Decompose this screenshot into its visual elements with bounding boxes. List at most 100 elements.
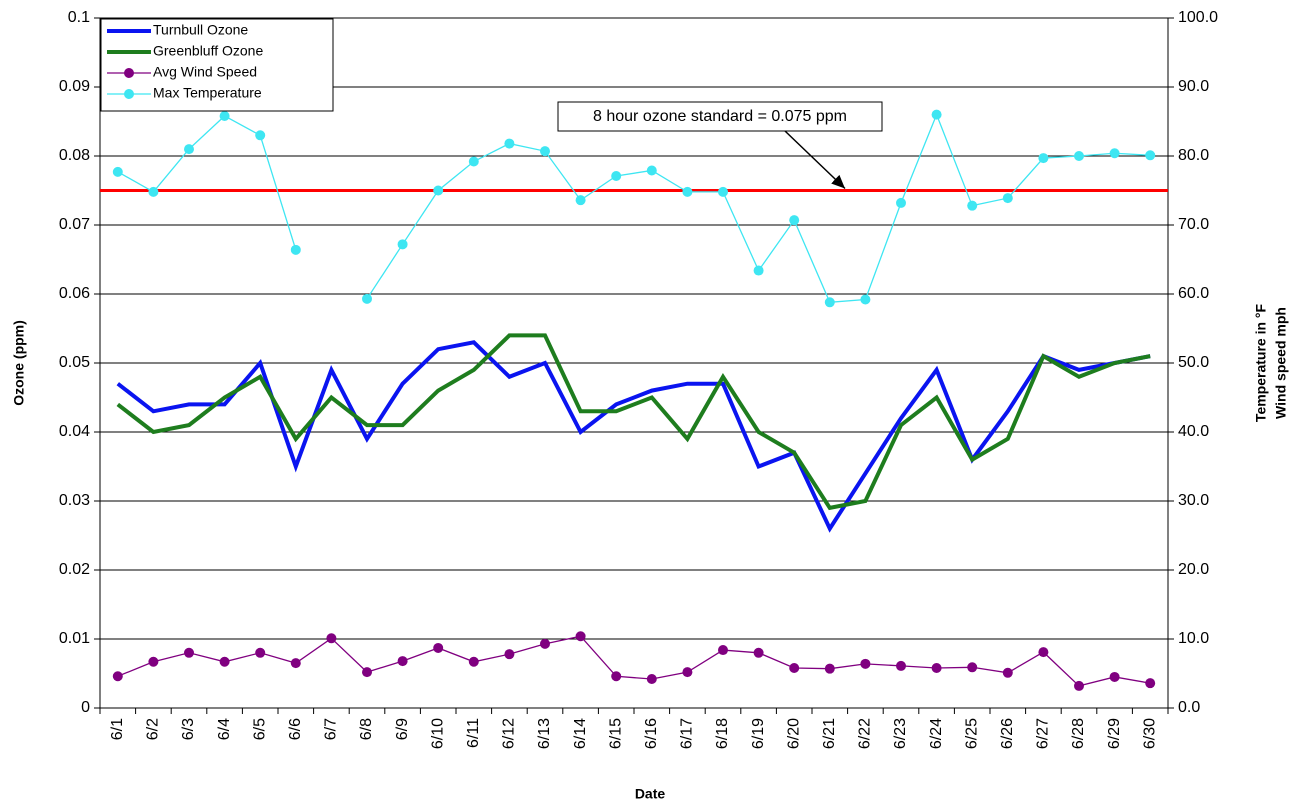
series-line [117,112,1151,303]
data-point [184,144,194,155]
data-point [1109,148,1120,159]
data-point [219,110,230,121]
y-tick-label: 0.04 [59,423,90,440]
series-line [116,340,1151,533]
x-tick-label: 6/26 [999,718,1016,749]
x-tick-label: 6/5 [251,718,268,740]
x-tick-label: 6/8 [358,718,375,740]
x-tick-label: 6/21 [821,718,838,749]
data-point [112,166,123,177]
legend-label: Greenbluff Ozone [153,43,263,59]
data-point [148,656,159,667]
x-tick-label: 6/10 [429,718,446,749]
x-axis-title: Date [635,786,666,802]
x-tick-label: 6/24 [928,718,945,749]
y2-tick-label: 80.0 [1178,147,1209,164]
x-tick-label: 6/6 [287,718,304,740]
data-point [646,165,657,176]
y2-axis-title: Wind speed mph [1273,307,1289,419]
data-point [1038,647,1049,658]
data-point [290,658,301,669]
x-tick-label: 6/7 [323,718,340,740]
data-point [860,658,871,669]
data-point [504,138,515,149]
x-tick-label: 6/28 [1070,718,1087,749]
data-point [896,197,906,208]
x-tick-label: 6/25 [963,718,980,749]
y-axis-title: Ozone (ppm) [11,320,27,406]
data-point [967,200,978,211]
x-tick-label: 6/19 [750,718,767,749]
y-tick-label: 0.02 [59,561,90,578]
y-tick-label: 0.06 [59,285,90,302]
annotation-text: 8 hour ozone standard = 0.075 ppm [593,108,847,125]
data-point [1074,680,1084,691]
data-point [611,671,622,682]
x-tick-label: 6/17 [679,718,696,749]
y-tick-label: 0 [81,699,90,716]
legend-label: Avg Wind Speed [153,64,257,80]
data-point [362,293,372,304]
data-point [1038,153,1049,164]
data-point [255,647,266,658]
data-point [611,171,622,182]
data-point [931,662,942,673]
y2-tick-label: 30.0 [1178,492,1209,509]
data-point [967,662,978,673]
x-tick-label: 6/29 [1106,718,1123,749]
data-point [468,156,479,167]
x-tick-label: 6/18 [714,718,731,749]
x-tick-label: 6/27 [1035,718,1052,749]
data-point [504,649,515,660]
x-tick-label: 6/4 [216,718,233,740]
x-tick-label: 6/30 [1141,718,1158,749]
data-point [646,674,657,685]
x-tick-label: 6/2 [145,718,162,740]
y2-axis-title: Temperature in °F [1253,303,1269,422]
series-line [116,333,1151,511]
data-point [326,633,337,644]
y-tick-label: 0.1 [68,9,90,26]
data-point [682,186,693,197]
x-tick-label: 6/9 [394,718,411,740]
x-tick-label: 6/20 [785,718,802,749]
x-tick-label: 6/14 [572,718,589,749]
data-point [184,647,194,658]
data-point [540,638,550,649]
data-point [397,239,408,250]
data-point [540,146,550,157]
legend-marker [124,89,134,99]
data-point [468,656,479,667]
x-tick-label: 6/12 [501,718,518,749]
data-point [575,195,586,206]
y2-tick-label: 90.0 [1178,78,1209,95]
data-point [397,656,408,667]
data-point [575,631,586,642]
data-point [789,215,800,226]
x-tick-label: 6/13 [536,718,553,749]
y2-tick-label: 50.0 [1178,354,1209,371]
data-point [112,671,123,682]
data-point [1109,671,1120,682]
legend-marker [124,68,134,78]
data-point [433,642,444,653]
x-tick-label: 6/1 [109,718,126,740]
data-point [290,244,301,255]
y-tick-label: 0.09 [59,78,90,95]
y2-tick-label: 70.0 [1178,216,1209,233]
series-line [117,635,1151,687]
y-tick-label: 0.08 [59,147,90,164]
data-point [682,667,693,678]
data-point [718,186,728,197]
y-tick-label: 0.01 [59,630,90,647]
data-point [1074,151,1084,161]
data-point [1145,678,1156,689]
x-tick-label: 6/16 [643,718,660,749]
y2-tick-label: 60.0 [1178,285,1209,302]
data-point [362,667,372,678]
data-point [753,647,764,658]
data-point [931,109,942,120]
y-tick-label: 0.03 [59,492,90,509]
data-point [1145,150,1156,161]
